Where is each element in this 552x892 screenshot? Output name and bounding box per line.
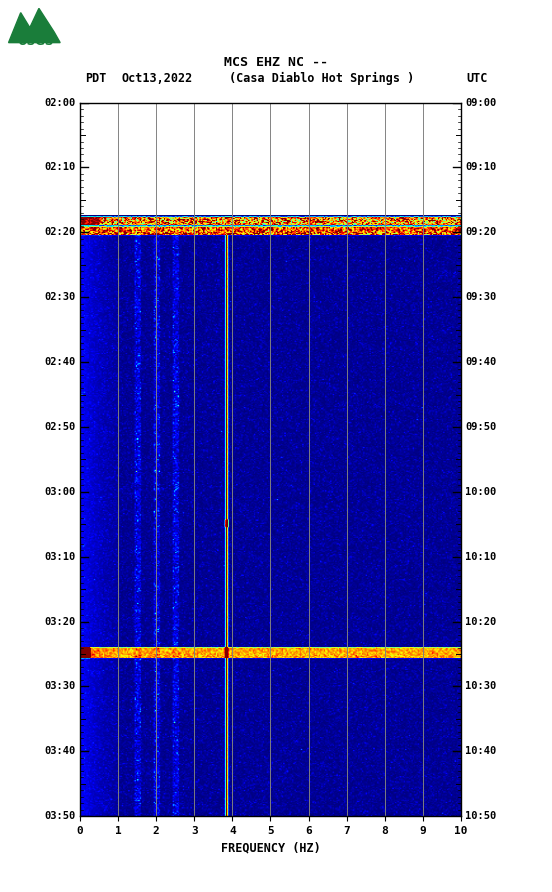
- Text: 09:50: 09:50: [465, 422, 497, 432]
- Text: 10:20: 10:20: [465, 616, 497, 626]
- Text: (Casa Diablo Hot Springs ): (Casa Diablo Hot Springs ): [229, 72, 415, 85]
- Text: 09:30: 09:30: [465, 293, 497, 302]
- Polygon shape: [9, 8, 60, 43]
- Text: 02:50: 02:50: [44, 422, 76, 432]
- Text: 02:40: 02:40: [44, 357, 76, 368]
- Text: 03:20: 03:20: [44, 616, 76, 626]
- Text: 10:10: 10:10: [465, 551, 497, 562]
- Bar: [80, 103, 461, 215]
- Text: MCS EHZ NC --: MCS EHZ NC --: [224, 56, 328, 69]
- Text: 03:10: 03:10: [44, 551, 76, 562]
- Text: 03:50: 03:50: [44, 811, 76, 822]
- Text: 10:40: 10:40: [465, 747, 497, 756]
- Text: USGS: USGS: [18, 35, 54, 48]
- Text: 10:50: 10:50: [465, 811, 497, 822]
- Text: 09:20: 09:20: [465, 227, 497, 237]
- Text: 09:00: 09:00: [465, 97, 497, 108]
- Text: 03:40: 03:40: [44, 747, 76, 756]
- Text: 03:00: 03:00: [44, 487, 76, 497]
- Text: UTC: UTC: [466, 72, 488, 85]
- Text: 02:10: 02:10: [44, 162, 76, 172]
- Text: 02:00: 02:00: [44, 97, 76, 108]
- Text: 02:20: 02:20: [44, 227, 76, 237]
- Text: 10:30: 10:30: [465, 681, 497, 691]
- Text: 09:10: 09:10: [465, 162, 497, 172]
- Text: Oct13,2022: Oct13,2022: [121, 72, 193, 85]
- Text: 03:30: 03:30: [44, 681, 76, 691]
- X-axis label: FREQUENCY (HZ): FREQUENCY (HZ): [221, 841, 320, 855]
- Text: 09:40: 09:40: [465, 357, 497, 368]
- Text: PDT: PDT: [86, 72, 107, 85]
- Text: 10:00: 10:00: [465, 487, 497, 497]
- Text: 02:30: 02:30: [44, 293, 76, 302]
